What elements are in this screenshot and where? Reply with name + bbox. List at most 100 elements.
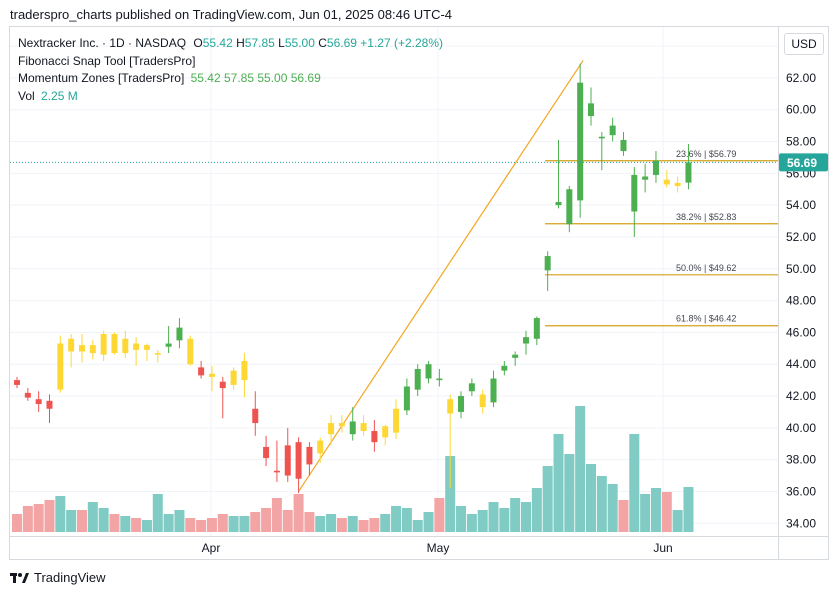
volume-bar: [22, 506, 33, 532]
price-tick-label: 36.00: [786, 484, 816, 498]
candle-body: [284, 445, 291, 476]
candle-body: [490, 378, 497, 403]
candle-body: [208, 373, 215, 377]
candle-body: [133, 343, 140, 350]
volume-bar: [391, 506, 402, 532]
candle-body: [544, 256, 551, 271]
time-tick-label: Apr: [202, 541, 221, 555]
volume-bar: [196, 520, 207, 532]
candle-body: [46, 400, 53, 409]
candle-body: [555, 201, 562, 206]
candle-body: [57, 343, 64, 390]
volume-series: [12, 406, 694, 532]
volume-bar: [33, 504, 44, 532]
volume-bar: [564, 454, 575, 532]
candle-body: [371, 431, 378, 443]
volume-bar: [510, 498, 521, 532]
volume-bar: [380, 514, 391, 532]
volume-bar: [629, 434, 640, 532]
chart-legend: Nextracker Inc. · 1D · NASDAQ O55.42 H57…: [18, 35, 443, 105]
price-tick-label: 34.00: [786, 516, 816, 530]
candle-body: [512, 354, 519, 358]
volume-bar: [304, 512, 315, 532]
candle-body: [587, 103, 594, 117]
time-tick-label: Jun: [653, 541, 672, 555]
candle-body: [122, 338, 129, 354]
volume-bar: [412, 520, 423, 532]
currency-button[interactable]: USD: [784, 33, 824, 55]
current-price-tag: [779, 153, 828, 172]
time-tick-label: May: [427, 541, 450, 555]
footer-brand-label: TradingView: [34, 570, 106, 585]
legend-momentum-zones-row[interactable]: Momentum Zones [TradersPro] 55.42 57.85 …: [18, 70, 443, 88]
fib-swing-line: [298, 60, 584, 492]
candle-body: [263, 446, 270, 459]
candle-body: [652, 160, 659, 175]
price-tick-label: 50.00: [786, 262, 816, 276]
volume-bar: [456, 506, 467, 532]
volume-bar: [185, 518, 196, 532]
candle-body: [295, 442, 302, 479]
candle-body: [111, 333, 118, 354]
volume-bar: [326, 514, 337, 532]
candle-body: [154, 353, 161, 355]
mz-value-2: 57.85: [224, 71, 255, 85]
price-tick-label: 54.00: [786, 198, 816, 212]
candle-body: [468, 383, 475, 392]
candle-body: [609, 125, 616, 136]
candle-series: [14, 63, 692, 494]
price-tick-label: 46.00: [786, 325, 816, 339]
price-tick-label: 60.00: [786, 103, 816, 117]
legend-fib-tool-row[interactable]: Fibonacci Snap Tool [TradersPro]: [18, 53, 443, 71]
candle-body: [328, 423, 335, 435]
mz-value-1: 55.42: [190, 71, 221, 85]
current-price-label: 56.69: [787, 156, 817, 170]
candle-body: [674, 182, 681, 187]
candle-body: [447, 399, 454, 414]
volume-bar: [250, 512, 261, 532]
volume-bar: [141, 520, 152, 532]
chart-frame: [9, 26, 829, 560]
candle-body: [14, 380, 20, 385]
price-tick-label: 44.00: [786, 357, 816, 371]
legend-symbol-row[interactable]: Nextracker Inc. · 1D · NASDAQ O55.42 H57…: [18, 35, 443, 53]
price-tick-label: 48.00: [786, 294, 816, 308]
fib-tool-label: Fibonacci Snap Tool [TradersPro]: [18, 53, 196, 68]
candle-body: [382, 426, 389, 438]
price-tick-label: 42.00: [786, 389, 816, 403]
candle-body: [317, 440, 324, 454]
candle-body: [241, 361, 248, 381]
volume-bar: [585, 464, 596, 532]
open-value: 55.42: [202, 36, 233, 50]
candle-body: [78, 345, 85, 352]
volume-bar: [434, 498, 445, 532]
candle-body: [68, 338, 75, 352]
time-axis-separator: [10, 536, 828, 537]
candle-body: [176, 327, 183, 341]
candle-body: [642, 176, 649, 180]
footer-brand[interactable]: TradingView: [10, 570, 106, 585]
momentum-zones-label: Momentum Zones [TradersPro]: [18, 71, 185, 85]
price-tick-label: 52.00: [786, 230, 816, 244]
candle-body: [393, 408, 400, 433]
open-label: O: [193, 36, 203, 50]
volume-bar: [55, 496, 66, 532]
legend-volume-row[interactable]: Vol 2.25 M: [18, 88, 443, 106]
volume-label: Vol: [18, 88, 35, 103]
volume-bar: [575, 406, 586, 532]
fib-level-label: 50.0% | $49.62: [676, 263, 736, 273]
high-label: H: [236, 36, 245, 50]
candle-body: [458, 396, 465, 412]
fib-level-label: 23.6% | $56.79: [676, 149, 736, 159]
volume-bar: [336, 518, 347, 532]
candle-body: [479, 394, 486, 408]
price-tick-label: 38.00: [786, 453, 816, 467]
low-value: 55.00: [284, 36, 315, 50]
candle-body: [577, 82, 584, 201]
volume-bar: [661, 492, 672, 532]
volume-bar: [542, 466, 553, 532]
candle-body: [143, 345, 150, 350]
volume-bar: [239, 516, 250, 532]
candle-body: [252, 408, 259, 424]
